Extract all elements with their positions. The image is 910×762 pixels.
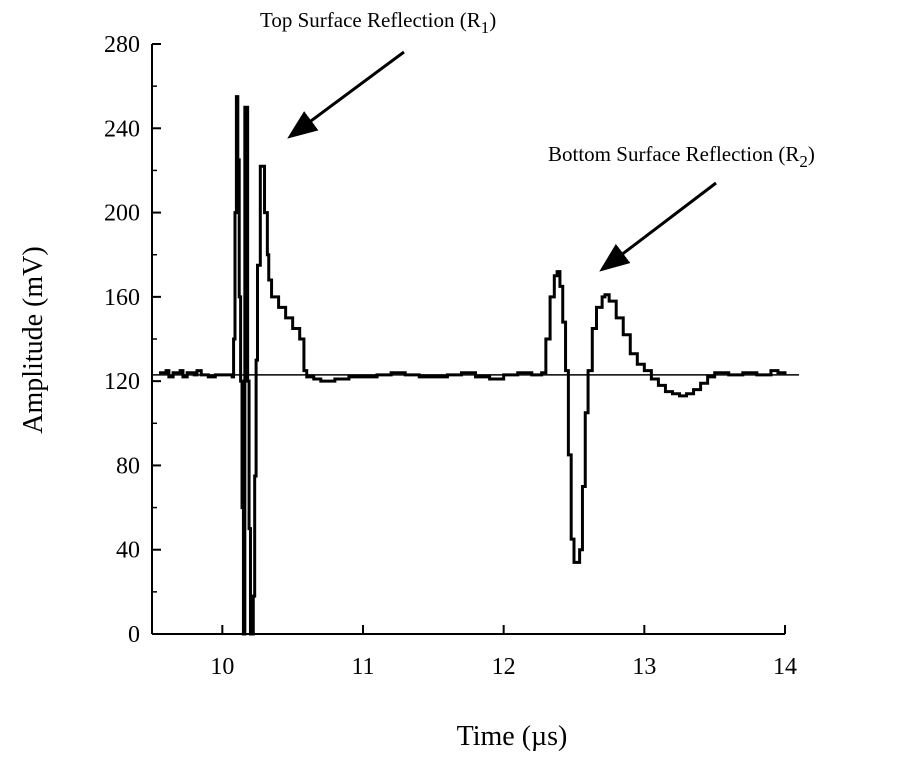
annotation-bottom-subscript: 2 — [799, 152, 808, 171]
annotation-top-subscript: 1 — [481, 18, 490, 37]
x-axis-title: Time (µs) — [457, 721, 568, 752]
y-axis-title: Amplitude (mV) — [18, 246, 49, 433]
y-tick-label: 120 — [104, 369, 140, 395]
y-tick-label: 200 — [104, 201, 140, 227]
y-tick-label: 40 — [116, 538, 140, 564]
y-tick-label: 80 — [116, 453, 140, 479]
y-tick-label: 0 — [128, 622, 140, 648]
x-tick-label: 12 — [492, 654, 516, 680]
axes: 0 40 80 120 160 200 240 280 10 11 12 13 14 — [104, 32, 797, 680]
annotation-top-close: ) — [489, 8, 496, 32]
x-tick-label: 14 — [773, 654, 797, 680]
arrow-top-surface — [287, 50, 405, 139]
series-line — [159, 95, 787, 636]
arrow-bottom-surface — [599, 181, 717, 272]
annotations: Top Surface Reflection (R1) Bottom Surfa… — [260, 8, 815, 272]
annotation-bottom-text: Bottom Surface Reflection (R — [548, 142, 799, 166]
x-tick-label: 10 — [210, 654, 234, 680]
y-tick-label: 160 — [104, 285, 140, 311]
annotation-bottom-surface-reflection: Bottom Surface Reflection (R2) — [548, 142, 815, 171]
annotation-top-surface-reflection: Top Surface Reflection (R1) — [260, 8, 496, 37]
annotation-top-text: Top Surface Reflection (R — [260, 8, 481, 32]
annotation-bottom-close: ) — [808, 142, 815, 166]
x-tick-label: 11 — [351, 654, 374, 680]
x-tick-label: 13 — [632, 654, 656, 680]
y-tick-label: 240 — [104, 116, 140, 142]
series-layer — [152, 95, 800, 636]
y-tick-label: 280 — [104, 32, 140, 58]
